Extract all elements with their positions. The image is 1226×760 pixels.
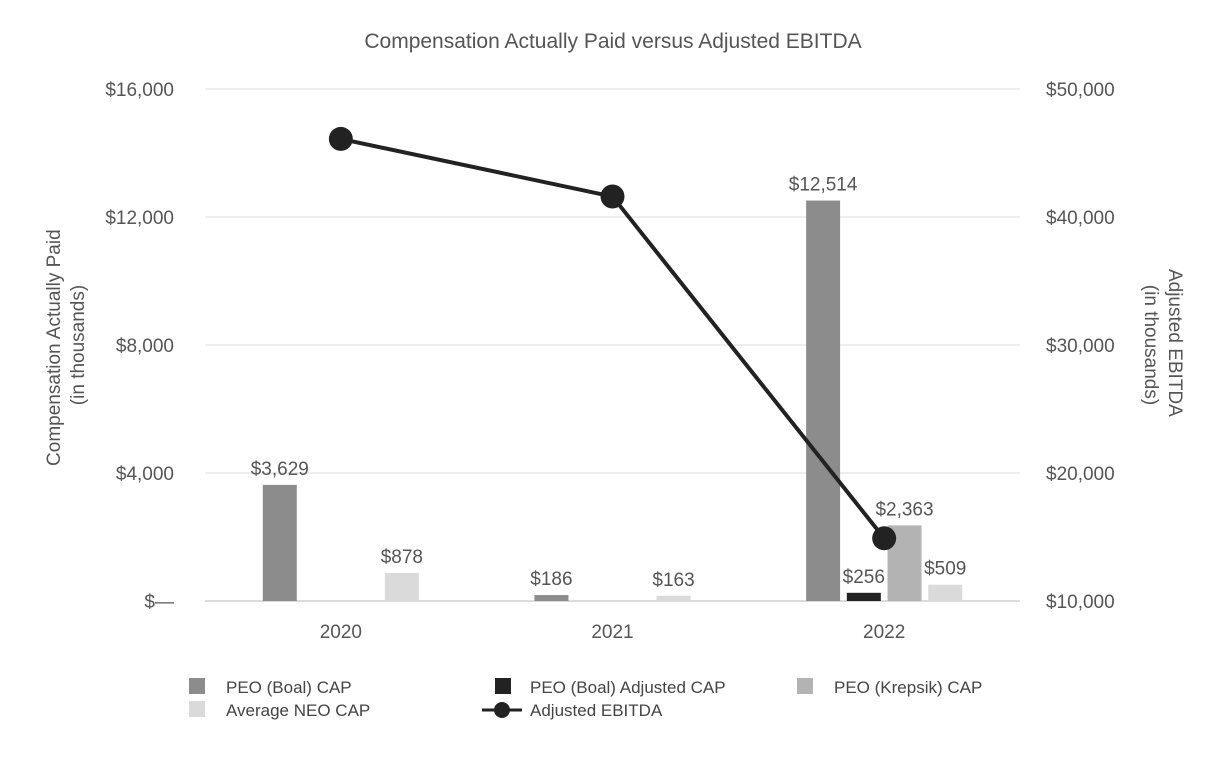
bar-data-label: $12,514	[789, 175, 858, 196]
ebitda-line	[328, 126, 897, 551]
left-axis-ticks: $— $4,000 $8,000 $12,000 $16,000	[105, 80, 174, 613]
left-axis-label: Compensation Actually Paid (in thousands…	[44, 224, 89, 466]
right-axis-label: Adjusted EBITDA (in thousands)	[1140, 269, 1185, 421]
bar-data-label: $163	[652, 570, 694, 591]
bars	[262, 200, 963, 601]
y-tick-right: $30,000	[1046, 336, 1115, 357]
left-axis-label-line2: (in thousands)	[68, 285, 89, 405]
legend-swatch-peo-krepsik-cap	[797, 678, 813, 694]
legend-swatch-peo-boal-cap	[189, 678, 205, 694]
bar	[534, 595, 569, 601]
x-tick-label: 2021	[591, 622, 633, 643]
legend-swatch-peo-boal-adjusted-cap	[495, 678, 511, 694]
bar-data-labels: $3,629 $186 $12,514 $256 $2,363 $878 $163 $509	[251, 175, 967, 591]
bar	[384, 572, 419, 601]
y-tick-left: $12,000	[105, 208, 174, 229]
legend-label-peo-krepsik-cap: PEO (Krepsik) CAP	[834, 678, 982, 697]
y-tick-left: $—	[144, 592, 174, 613]
legend-marker-adjusted-ebitda	[494, 702, 510, 718]
legend-swatch-average-neo-cap	[189, 701, 205, 717]
legend-label-peo-boal-adjusted-cap: PEO (Boal) Adjusted CAP	[530, 678, 726, 697]
y-tick-right: $50,000	[1046, 80, 1115, 101]
y-tick-left: $16,000	[105, 80, 174, 101]
legend: PEO (Boal) CAP PEO (Boal) Adjusted CAP P…	[189, 678, 982, 720]
y-tick-left: $8,000	[116, 336, 174, 357]
x-tick-label: 2020	[320, 622, 362, 643]
bar	[846, 592, 881, 601]
ebitda-point	[600, 184, 625, 209]
right-axis-label-line2: (in thousands)	[1140, 285, 1161, 405]
x-tick-label: 2022	[863, 622, 905, 643]
y-tick-right: $40,000	[1046, 208, 1115, 229]
bar-data-label: $509	[924, 559, 966, 580]
ebitda-point	[872, 526, 897, 551]
bar-data-label: $878	[381, 547, 423, 568]
ebitda-point	[328, 126, 353, 151]
bar	[656, 595, 691, 601]
bar-data-label: $256	[843, 567, 885, 588]
legend-label-average-neo-cap: Average NEO CAP	[226, 701, 370, 720]
y-tick-left: $4,000	[116, 464, 174, 485]
category-labels: 2020 2021 2022	[320, 622, 906, 643]
y-tick-right: $20,000	[1046, 464, 1115, 485]
bar-data-label: $2,363	[875, 499, 933, 520]
y-tick-right: $10,000	[1046, 592, 1115, 613]
bar	[806, 200, 841, 601]
bar-data-label: $3,629	[251, 459, 309, 480]
legend-label-peo-boal-cap: PEO (Boal) CAP	[226, 678, 352, 697]
right-axis-ticks: $10,000 $20,000 $30,000 $40,000 $50,000	[1046, 80, 1115, 613]
gridlines	[205, 88, 1020, 602]
right-axis-label-line1: Adjusted EBITDA	[1164, 269, 1185, 417]
bar	[262, 484, 297, 601]
left-axis-label-line1: Compensation Actually Paid	[44, 229, 65, 466]
legend-label-adjusted-ebitda: Adjusted EBITDA	[530, 701, 663, 720]
bar	[928, 584, 963, 601]
bar-data-label: $186	[530, 569, 572, 590]
chart-title: Compensation Actually Paid versus Adjust…	[364, 30, 861, 53]
